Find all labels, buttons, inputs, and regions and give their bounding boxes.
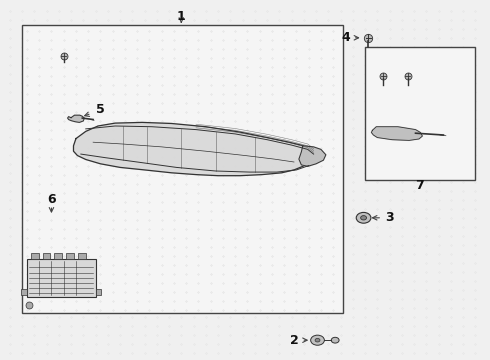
- Bar: [22, 25, 343, 313]
- Bar: [96, 289, 101, 295]
- Ellipse shape: [361, 216, 367, 220]
- Text: 1: 1: [177, 10, 186, 23]
- Ellipse shape: [315, 338, 320, 342]
- Polygon shape: [68, 115, 84, 122]
- Bar: [27, 259, 96, 297]
- Polygon shape: [299, 146, 326, 166]
- Bar: [365, 47, 475, 180]
- Bar: [54, 253, 62, 259]
- Text: 6: 6: [47, 193, 56, 206]
- Bar: [43, 253, 50, 259]
- Bar: [31, 253, 39, 259]
- Text: 3: 3: [385, 211, 394, 224]
- Text: 4: 4: [341, 31, 350, 44]
- Text: 7: 7: [416, 179, 424, 192]
- Text: 5: 5: [96, 103, 105, 116]
- Bar: [21, 289, 27, 295]
- Ellipse shape: [356, 212, 371, 223]
- Bar: [78, 253, 86, 259]
- Bar: [66, 253, 74, 259]
- Polygon shape: [371, 127, 422, 140]
- Text: 2: 2: [290, 334, 298, 347]
- Ellipse shape: [311, 335, 324, 345]
- Polygon shape: [74, 122, 318, 176]
- Ellipse shape: [331, 337, 339, 343]
